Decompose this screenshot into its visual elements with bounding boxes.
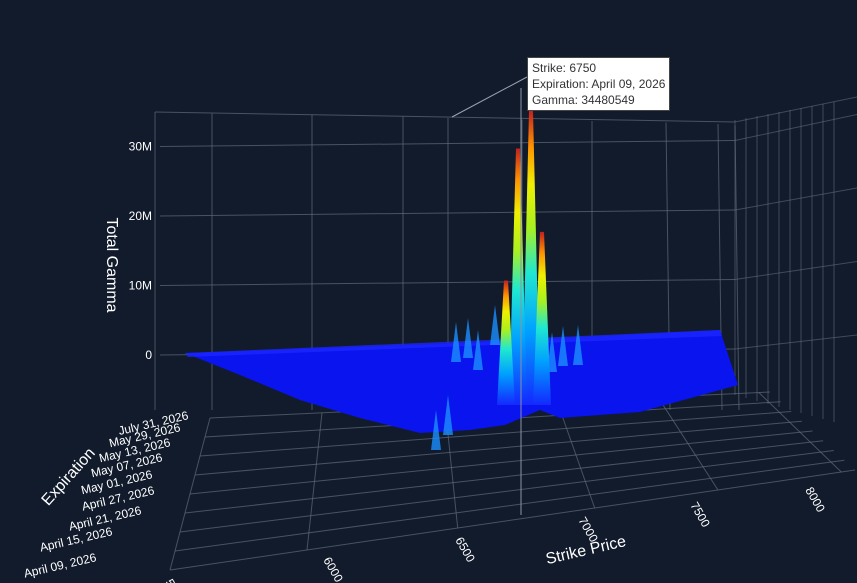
y-tick-label: April 09, 2026 [22, 550, 98, 580]
gamma-peak [522, 110, 540, 406]
hover-tooltip: Strike: 6750 Expiration: April 09, 2026 … [527, 57, 671, 111]
side-grid-h [734, 114, 857, 141]
x-tick-label: 6500 [452, 535, 478, 565]
tooltip-gamma: Gamma: 34480549 [532, 93, 635, 107]
wall-top-edge [154, 111, 736, 123]
z-axis-title: Total Gamma [103, 217, 120, 312]
tooltip-pointer [451, 76, 528, 118]
x-tick-label: 8000 [802, 485, 828, 515]
side-grid-h [734, 334, 857, 350]
minor-spike [473, 330, 483, 370]
floor-grid-expiration [199, 411, 792, 457]
side-top-edge [734, 96, 857, 123]
wall-grid-h [159, 209, 736, 217]
surface-base [185, 330, 738, 433]
gamma-peak [509, 148, 527, 405]
floor-grid-expiration [179, 450, 834, 533]
z-tick-label: 30M [129, 140, 152, 154]
minor-spike [443, 395, 453, 435]
x-tick-label: 7500 [687, 500, 713, 530]
floor-grid-expiration [174, 459, 845, 552]
wall-grid-h [159, 140, 736, 147]
x-tick-label: 6000 [320, 555, 346, 583]
gamma-peak [497, 280, 515, 405]
gamma-surface [185, 110, 738, 450]
minor-spike [558, 326, 568, 366]
floor-grid-expiration [194, 420, 802, 476]
floor-grid-expiration [184, 440, 824, 514]
tooltip-expiration: Expiration: April 09, 2026 [532, 77, 666, 91]
side-grid-h [734, 187, 857, 211]
minor-spike [451, 322, 461, 362]
minor-spike [490, 305, 500, 345]
z-tick-label: 10M [129, 279, 152, 293]
wall-grid-h [159, 279, 736, 286]
minor-spike [463, 318, 473, 358]
z-tick-label: 20M [129, 209, 152, 223]
minor-spike [573, 325, 583, 365]
minor-spike [431, 410, 441, 450]
floor-grid-expiration [169, 469, 856, 571]
wall-grid-v [734, 125, 740, 411]
side-grid-h [734, 261, 857, 280]
minor-spike [547, 332, 557, 372]
gamma-peak [533, 231, 551, 405]
z-tick-label: 0 [145, 348, 152, 362]
x-tick-label: 5500 [162, 577, 188, 583]
tooltip-strike: Strike: 6750 [532, 61, 597, 75]
floor-grid-expiration [189, 430, 813, 495]
